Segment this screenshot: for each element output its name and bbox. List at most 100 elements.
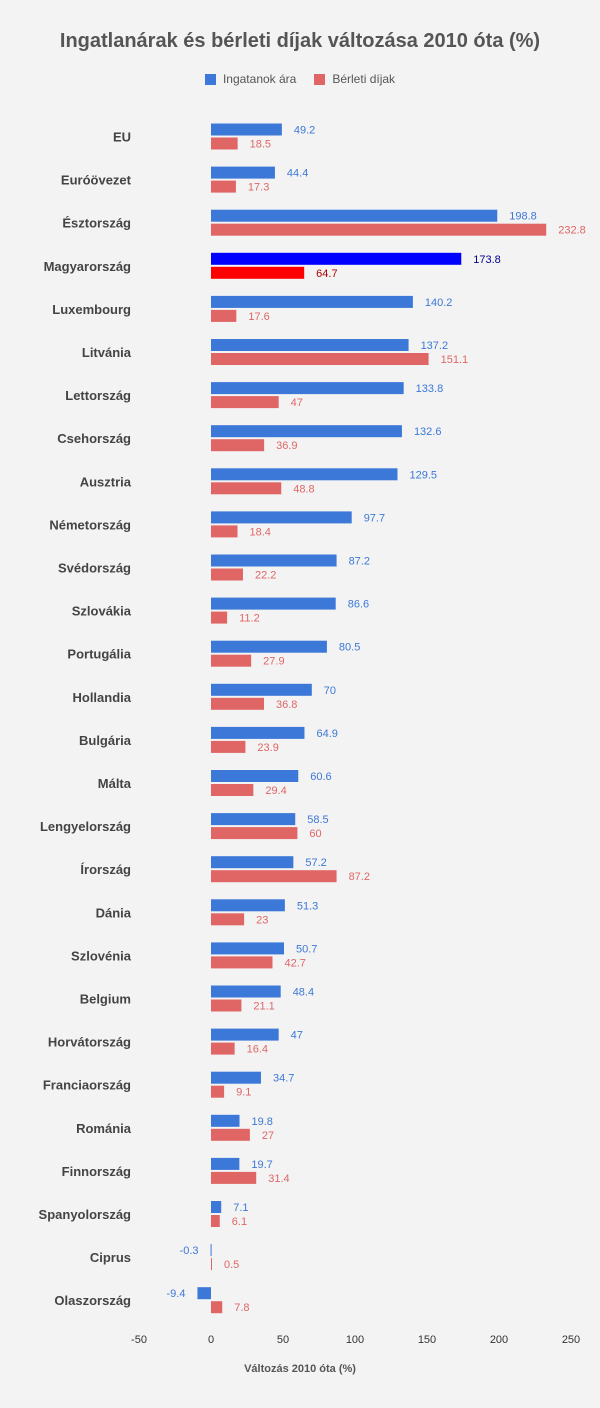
bar-rent-nemetorszag[interactable] xyxy=(211,525,238,538)
data-label-property-price-ciprus: -0.3 xyxy=(180,1245,199,1257)
bar-rent-franciaorszag[interactable] xyxy=(211,1085,225,1098)
bar-rent-portugalia[interactable] xyxy=(211,654,252,667)
data-label-property-price-lengyelorszag: 58.5 xyxy=(307,814,328,826)
bar-rent-svedorszag[interactable] xyxy=(211,568,243,581)
category-label-magyarorszag: Magyarország xyxy=(44,259,131,274)
bar-rent-romania[interactable] xyxy=(211,1128,250,1141)
bar-property-price-malta[interactable] xyxy=(211,770,299,782)
bar-rent-finnorszag[interactable] xyxy=(211,1171,257,1184)
bar-property-price-szlovenia[interactable] xyxy=(211,942,285,955)
bar-property-price-euroovezet[interactable] xyxy=(211,166,275,179)
bar-property-price-finnorszag[interactable] xyxy=(211,1157,240,1170)
bar-property-price-belgium[interactable] xyxy=(211,985,281,998)
bar-property-price-romania[interactable] xyxy=(211,1114,240,1127)
bar-rent-hollandia[interactable] xyxy=(211,697,264,710)
data-label-rent-portugalia: 27.9 xyxy=(263,656,284,668)
bar-property-price-irorszag[interactable] xyxy=(211,856,294,869)
bar-rent-esztorszag[interactable] xyxy=(211,223,547,236)
bar-rent-malta[interactable] xyxy=(211,784,254,796)
legend-label-property-prices: Ingatanok ára xyxy=(222,72,297,86)
bar-property-price-nemetorszag[interactable] xyxy=(211,511,352,524)
data-label-rent-csehorszag: 36.9 xyxy=(276,440,297,452)
category-label-eu: EU xyxy=(113,130,131,145)
category-label-irorszag: Írország xyxy=(80,862,131,877)
bar-property-price-ciprus[interactable] xyxy=(210,1244,212,1257)
bar-property-price-spanyolorszag[interactable] xyxy=(211,1201,222,1213)
category-label-szlovakia: Szlovákia xyxy=(72,604,132,619)
data-label-property-price-irorszag: 57.2 xyxy=(305,857,326,869)
data-label-rent-hollandia: 36.8 xyxy=(276,699,297,711)
bar-rent-horvatorszag[interactable] xyxy=(211,1042,235,1055)
category-label-euroovezet: Euróövezet xyxy=(61,173,132,188)
bar-rent-luxembourg[interactable] xyxy=(211,309,237,322)
bar-property-price-olaszorszag[interactable] xyxy=(197,1287,211,1300)
bar-rent-bulgaria[interactable] xyxy=(211,740,246,753)
bar-rent-olaszorszag[interactable] xyxy=(211,1301,223,1314)
bar-property-price-ausztria[interactable] xyxy=(211,468,398,481)
bar-property-price-franciaorszag[interactable] xyxy=(211,1071,261,1084)
bar-property-price-bulgaria[interactable] xyxy=(211,726,305,739)
data-label-rent-franciaorszag: 9.1 xyxy=(236,1087,251,1099)
category-label-lengyelorszag: Lengyelország xyxy=(40,819,131,834)
bar-rent-eu[interactable] xyxy=(211,137,238,150)
bar-rent-spanyolorszag[interactable] xyxy=(211,1215,220,1227)
bar-property-price-hollandia[interactable] xyxy=(211,683,312,696)
bar-rent-belgium[interactable] xyxy=(211,999,242,1012)
legend-item-property-prices[interactable]: Ingatanok ára xyxy=(204,72,297,86)
bar-property-price-portugalia[interactable] xyxy=(211,640,327,653)
bar-rent-szlovakia[interactable] xyxy=(211,611,228,624)
category-label-svedorszag: Svédország xyxy=(58,561,131,576)
data-label-property-price-hollandia: 70 xyxy=(324,685,336,697)
bar-rent-irorszag[interactable] xyxy=(211,870,337,883)
bar-rent-euroovezet[interactable] xyxy=(211,180,236,193)
bar-property-price-eu[interactable] xyxy=(211,123,282,136)
category-label-horvatorszag: Horvátország xyxy=(48,1035,131,1050)
data-label-property-price-szlovenia: 50.7 xyxy=(296,943,317,955)
bar-rent-dania[interactable] xyxy=(211,913,245,926)
bar-rent-lengyelorszag[interactable] xyxy=(211,827,298,840)
data-label-rent-horvatorszag: 16.4 xyxy=(247,1044,268,1056)
bar-property-price-svedorszag[interactable] xyxy=(211,554,337,567)
data-label-rent-belgium: 21.1 xyxy=(253,1001,274,1013)
bar-property-price-litvania[interactable] xyxy=(211,339,409,351)
data-label-rent-lettorszag: 47 xyxy=(291,397,303,409)
category-label-ciprus: Ciprus xyxy=(90,1250,131,1265)
x-tick-label-50: 50 xyxy=(277,1334,289,1346)
data-label-rent-spanyolorszag: 6.1 xyxy=(232,1216,247,1228)
category-label-luxembourg: Luxembourg xyxy=(52,302,131,317)
bar-rent-csehorszag[interactable] xyxy=(211,439,265,452)
x-tick-label-100: 100 xyxy=(346,1334,364,1346)
bar-rent-magyarorszag[interactable] xyxy=(211,266,305,279)
bar-rent-szlovenia[interactable] xyxy=(211,956,273,969)
bar-property-price-lettorszag[interactable] xyxy=(211,382,404,395)
category-label-malta: Málta xyxy=(98,776,132,791)
bar-property-price-lengyelorszag[interactable] xyxy=(211,813,296,826)
data-label-rent-romania: 27 xyxy=(262,1130,274,1142)
data-label-property-price-horvatorszag: 47 xyxy=(291,1030,303,1042)
bar-property-price-luxembourg[interactable] xyxy=(211,295,413,308)
data-label-property-price-eu: 49.2 xyxy=(294,125,315,137)
data-label-property-price-luxembourg: 140.2 xyxy=(425,297,453,309)
legend-swatch-property-prices xyxy=(204,73,216,85)
x-tick-label-200: 200 xyxy=(490,1334,508,1346)
category-label-dania: Dánia xyxy=(96,905,132,920)
bar-property-price-dania[interactable] xyxy=(211,899,285,912)
bar-property-price-horvatorszag[interactable] xyxy=(211,1028,279,1041)
category-label-litvania: Litvánia xyxy=(82,345,132,360)
category-label-lettorszag: Lettország xyxy=(65,388,131,403)
data-label-rent-finnorszag: 31.4 xyxy=(268,1173,289,1185)
legend-item-rents[interactable]: Bérleti díjak xyxy=(314,72,395,86)
bar-rent-litvania[interactable] xyxy=(211,353,429,365)
category-label-romania: Románia xyxy=(76,1121,132,1136)
bar-rent-ciprus[interactable] xyxy=(211,1258,212,1271)
bar-rent-lettorszag[interactable] xyxy=(211,396,279,409)
bar-rent-ausztria[interactable] xyxy=(211,482,282,495)
bar-property-price-szlovakia[interactable] xyxy=(211,597,336,610)
data-label-rent-ciprus: 0.5 xyxy=(224,1259,239,1271)
bar-property-price-esztorszag[interactable] xyxy=(211,209,498,222)
bar-property-price-magyarorszag[interactable] xyxy=(211,252,462,265)
bar-property-price-csehorszag[interactable] xyxy=(211,425,402,438)
legend-label-rents: Bérleti díjak xyxy=(332,72,396,86)
data-label-rent-litvania: 151.1 xyxy=(441,354,469,366)
